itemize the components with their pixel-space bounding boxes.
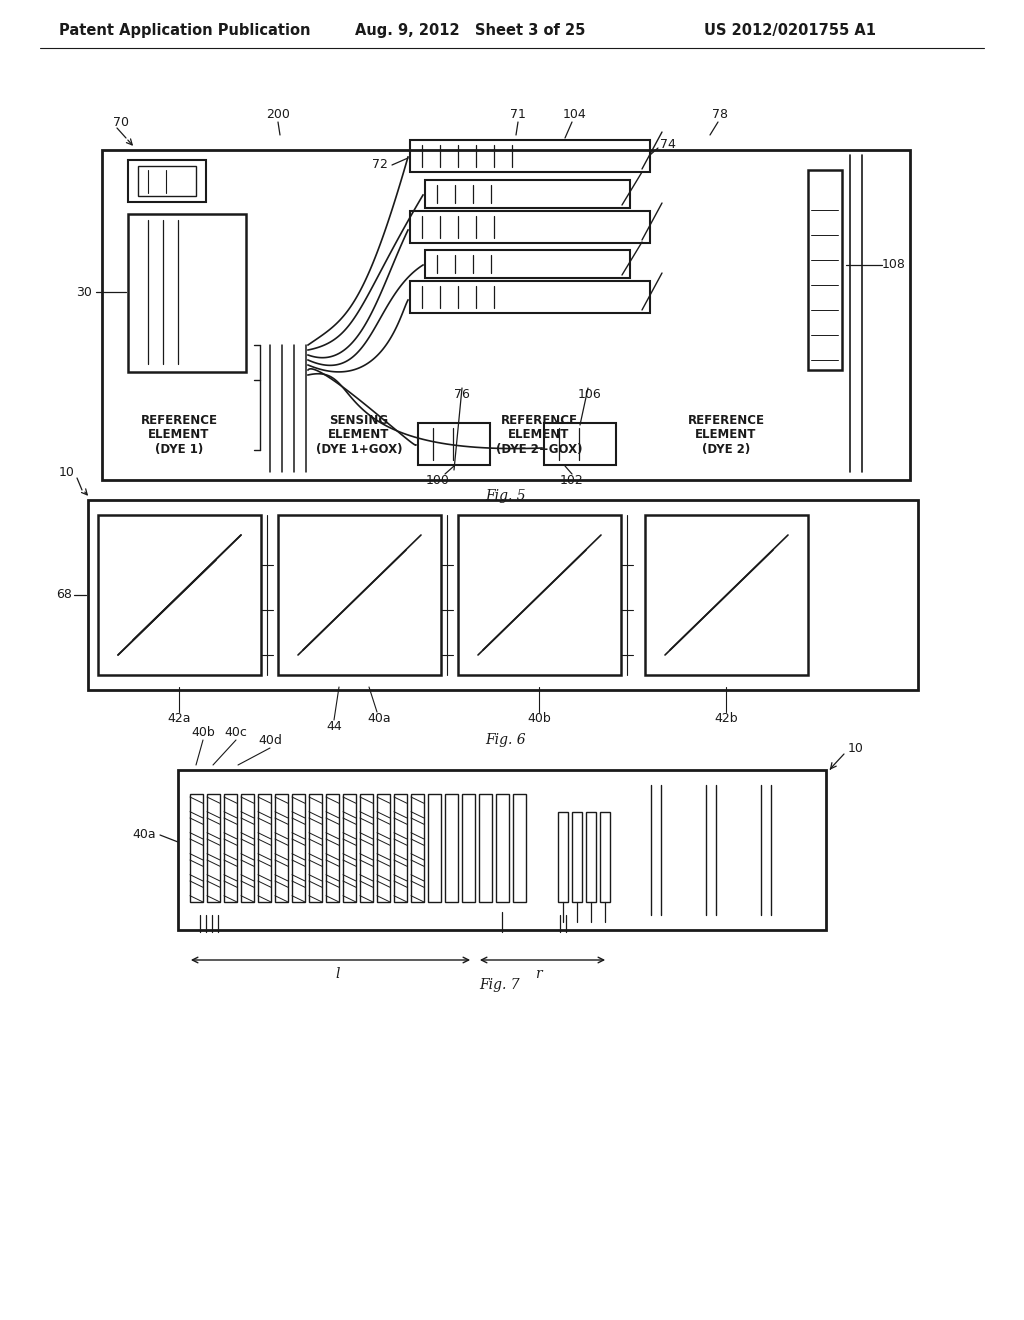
Bar bbox=[360, 795, 373, 902]
Bar bbox=[102, 150, 910, 480]
Text: 40a: 40a bbox=[132, 829, 156, 842]
Bar bbox=[513, 795, 526, 902]
Text: 70: 70 bbox=[113, 116, 129, 128]
Bar bbox=[428, 795, 441, 902]
Text: REFERENCE
ELEMENT
(DYE 2): REFERENCE ELEMENT (DYE 2) bbox=[687, 413, 765, 457]
Bar bbox=[138, 166, 196, 195]
Text: 10: 10 bbox=[848, 742, 864, 755]
Bar bbox=[445, 795, 458, 902]
Bar bbox=[410, 211, 650, 243]
Text: 74: 74 bbox=[660, 139, 676, 152]
Text: Fig. 6: Fig. 6 bbox=[485, 733, 526, 747]
Text: 30: 30 bbox=[76, 285, 92, 298]
Bar bbox=[190, 795, 203, 902]
Bar bbox=[178, 770, 826, 931]
Bar bbox=[411, 795, 424, 902]
Bar bbox=[394, 795, 407, 902]
Bar bbox=[128, 160, 206, 202]
Bar bbox=[410, 281, 650, 313]
Bar bbox=[544, 422, 616, 465]
Bar bbox=[241, 795, 254, 902]
Bar bbox=[496, 795, 509, 902]
Text: 40b: 40b bbox=[527, 711, 551, 725]
Bar bbox=[410, 140, 650, 172]
Text: 71: 71 bbox=[510, 108, 526, 121]
Bar bbox=[458, 515, 621, 675]
Text: 40a: 40a bbox=[368, 711, 391, 725]
Text: 40d: 40d bbox=[258, 734, 282, 747]
Text: 106: 106 bbox=[579, 388, 602, 401]
Text: SENSING
ELEMENT
(DYE 1+GOX): SENSING ELEMENT (DYE 1+GOX) bbox=[315, 413, 402, 457]
Bar bbox=[808, 170, 842, 370]
Bar bbox=[479, 795, 492, 902]
Bar bbox=[462, 795, 475, 902]
Bar bbox=[645, 515, 808, 675]
Text: Aug. 9, 2012   Sheet 3 of 25: Aug. 9, 2012 Sheet 3 of 25 bbox=[354, 22, 585, 37]
Bar bbox=[558, 812, 568, 902]
Bar bbox=[207, 795, 220, 902]
Bar bbox=[425, 180, 630, 209]
Text: 72: 72 bbox=[372, 158, 388, 172]
Bar bbox=[98, 515, 261, 675]
Text: 104: 104 bbox=[563, 108, 587, 121]
Text: REFERENCE
ELEMENT
(DYE 2+GOX): REFERENCE ELEMENT (DYE 2+GOX) bbox=[496, 413, 583, 457]
Text: l: l bbox=[336, 968, 340, 981]
Text: Fig. 7: Fig. 7 bbox=[479, 978, 520, 993]
Text: r: r bbox=[535, 968, 542, 981]
Bar bbox=[224, 795, 237, 902]
Bar bbox=[275, 795, 288, 902]
Text: 10: 10 bbox=[59, 466, 75, 479]
Text: 200: 200 bbox=[266, 108, 290, 121]
Bar bbox=[128, 214, 246, 372]
Text: 40b: 40b bbox=[191, 726, 215, 738]
Bar bbox=[586, 812, 596, 902]
Bar bbox=[377, 795, 390, 902]
Text: 68: 68 bbox=[56, 589, 72, 602]
Bar bbox=[600, 812, 610, 902]
Bar bbox=[425, 249, 630, 279]
Text: REFERENCE
ELEMENT
(DYE 1): REFERENCE ELEMENT (DYE 1) bbox=[140, 413, 217, 457]
Text: 78: 78 bbox=[712, 108, 728, 121]
Bar bbox=[418, 422, 490, 465]
Bar bbox=[309, 795, 322, 902]
Bar bbox=[572, 812, 582, 902]
Text: 102: 102 bbox=[560, 474, 584, 487]
Bar bbox=[258, 795, 271, 902]
Bar bbox=[326, 795, 339, 902]
Bar bbox=[292, 795, 305, 902]
Text: 76: 76 bbox=[454, 388, 470, 401]
Bar bbox=[88, 500, 918, 690]
Text: 42b: 42b bbox=[714, 711, 738, 725]
Text: 42a: 42a bbox=[167, 711, 190, 725]
Text: 44: 44 bbox=[326, 719, 342, 733]
Text: Patent Application Publication: Patent Application Publication bbox=[59, 22, 310, 37]
Text: Fig. 5: Fig. 5 bbox=[485, 488, 526, 503]
Text: 40c: 40c bbox=[224, 726, 248, 738]
Bar bbox=[343, 795, 356, 902]
Bar bbox=[278, 515, 441, 675]
Text: 100: 100 bbox=[426, 474, 450, 487]
Text: 108: 108 bbox=[882, 259, 906, 272]
Text: US 2012/0201755 A1: US 2012/0201755 A1 bbox=[705, 22, 876, 37]
